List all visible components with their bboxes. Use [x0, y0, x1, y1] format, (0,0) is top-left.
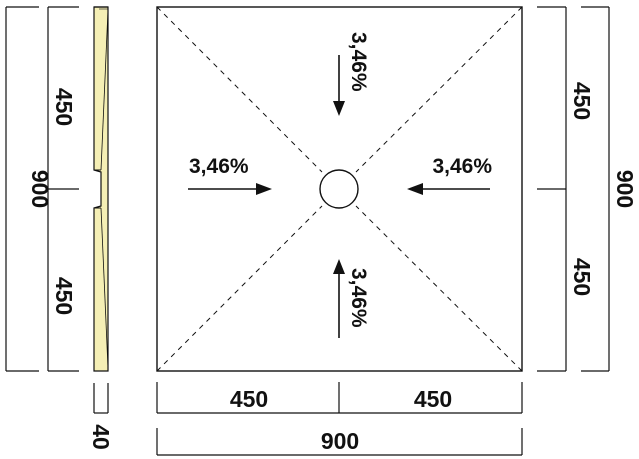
- thickness-label: 40: [88, 424, 114, 450]
- slope-arrow-right: 3,46%: [407, 155, 492, 195]
- left-half-top-label: 450: [51, 88, 77, 126]
- drain-circle: [319, 169, 359, 209]
- slope-arrow-top: 3,46%: [333, 32, 370, 116]
- thickness-dimension: 40: [88, 383, 114, 450]
- slope-left-label: 3,46%: [189, 155, 249, 178]
- slope-arrow-left: 3,46%: [188, 155, 272, 195]
- bottom-total-label: 900: [321, 428, 359, 454]
- slope-arrow-bottom: 3,46%: [333, 259, 370, 338]
- bottom-half-right-label: 450: [414, 386, 452, 412]
- slope-top-label: 3,46%: [347, 32, 370, 92]
- fold-line-top-left: [156, 6, 323, 173]
- left-half-bottom-label: 450: [51, 277, 77, 315]
- bottom-half-left-label: 450: [230, 386, 268, 412]
- bottom-half-dimensions: 450 450: [156, 382, 523, 414]
- left-half-dimensions: 450 450: [47, 6, 79, 372]
- right-total-label: 900: [612, 170, 638, 208]
- right-total-dimension: 900: [581, 6, 638, 372]
- right-half-bottom-label: 450: [569, 258, 595, 296]
- fold-line-bottom-left: [156, 205, 323, 372]
- right-half-top-label: 450: [569, 82, 595, 120]
- tray-section-profile: [93, 6, 109, 372]
- left-total-dimension: 900: [5, 6, 53, 372]
- bottom-total-dimension: 900: [156, 428, 523, 456]
- slope-right-label: 3,46%: [432, 155, 492, 178]
- slope-bottom-label: 3,46%: [347, 268, 370, 328]
- right-half-dimensions: 450 450: [537, 6, 595, 372]
